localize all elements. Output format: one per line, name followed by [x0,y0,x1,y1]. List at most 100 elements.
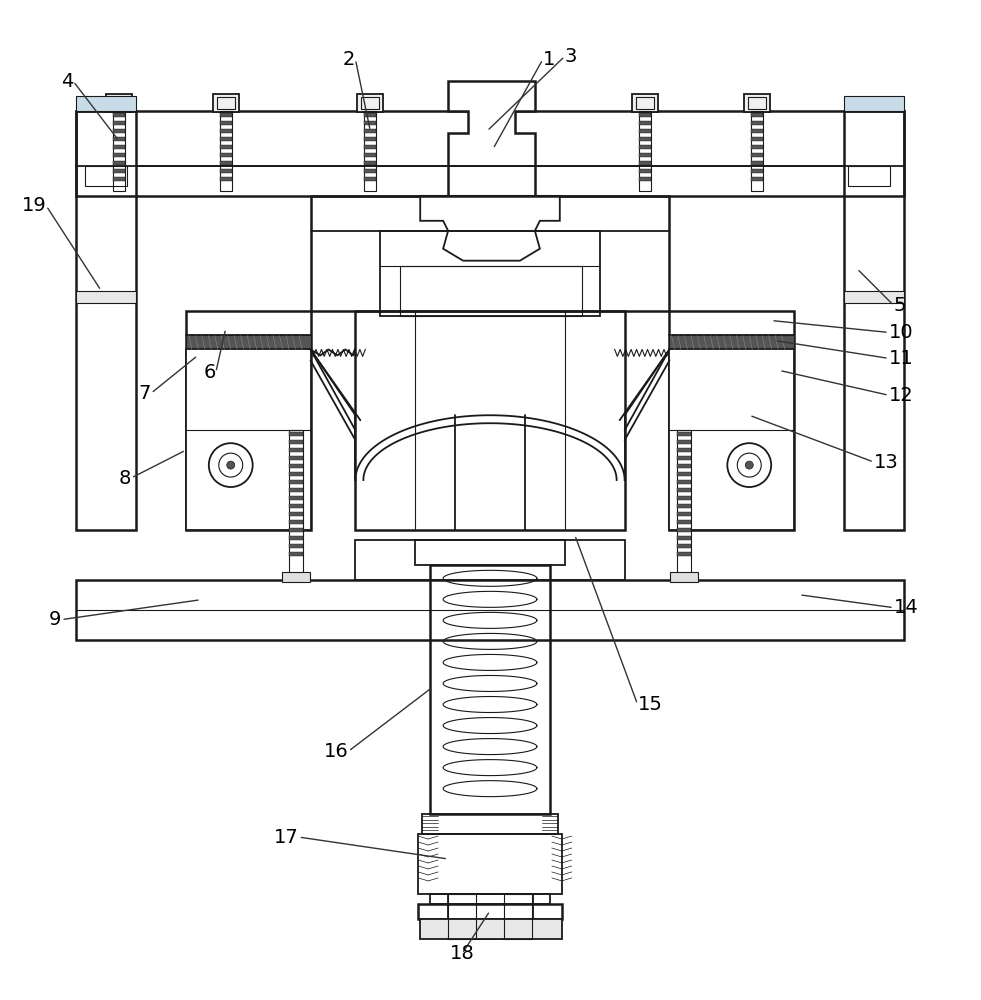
Bar [185,311,311,530]
Bar [639,121,650,125]
Bar [113,137,125,141]
Bar [357,94,384,112]
Bar [288,440,302,444]
Polygon shape [448,81,535,196]
Bar [77,111,136,530]
Bar [639,177,650,181]
Text: 8: 8 [119,469,131,488]
Bar [678,480,692,484]
Bar [670,572,698,582]
Bar [678,440,692,444]
Bar [110,97,129,109]
Bar [288,456,302,460]
Text: 12: 12 [889,386,913,405]
Bar [85,166,127,186]
Circle shape [227,461,234,469]
Bar [749,97,766,109]
Bar [636,97,653,109]
Bar [639,137,650,141]
Bar [364,161,377,165]
Bar [678,432,692,436]
Bar [678,448,692,452]
Text: 13: 13 [874,453,899,472]
Bar [288,488,302,492]
Bar [639,169,650,173]
Polygon shape [669,349,795,530]
Bar [113,153,125,157]
Bar [288,448,302,452]
Bar [481,137,493,141]
Bar [217,97,234,109]
Bar [678,464,692,468]
Bar [678,496,692,500]
Bar [113,111,125,191]
Text: 11: 11 [889,349,913,368]
Bar [113,161,125,165]
Bar [288,536,302,540]
Bar [422,814,558,834]
Bar [639,113,650,117]
Bar [77,96,136,111]
Bar [220,129,232,133]
Bar [77,111,904,196]
Bar [678,520,692,524]
Bar [632,94,657,112]
Bar [678,456,692,460]
Bar [751,111,763,191]
Text: 10: 10 [889,323,913,342]
Bar [220,153,232,157]
Bar [751,169,763,173]
Bar [481,169,493,173]
Bar [678,472,692,476]
Bar [504,894,532,939]
Bar [478,97,496,109]
Text: 2: 2 [343,50,355,69]
Bar [751,177,763,181]
Bar [844,111,904,530]
Bar [481,113,493,117]
Bar [364,121,377,125]
Text: 16: 16 [324,742,348,761]
Text: 1: 1 [542,50,555,69]
Bar [113,145,125,149]
Bar [481,177,493,181]
Bar [364,113,377,117]
Bar [288,472,302,476]
Bar [113,121,125,125]
Bar [751,137,763,141]
Bar [288,520,302,524]
Bar [481,153,493,157]
Bar [220,161,232,165]
Bar [678,536,692,540]
Bar [288,504,302,508]
Text: 19: 19 [22,196,46,215]
Bar [355,311,625,530]
Bar [848,166,890,186]
Bar [669,311,795,530]
Bar [481,145,493,149]
Bar [113,129,125,133]
Text: 15: 15 [638,695,662,714]
Bar [669,335,795,349]
Bar [431,565,549,814]
Bar [751,161,763,165]
Bar [415,540,565,565]
Bar [751,113,763,117]
Bar [288,528,302,532]
Bar [639,161,650,165]
Bar [418,834,562,894]
Bar [220,137,232,141]
Bar [751,145,763,149]
Bar [844,291,904,303]
Bar [474,94,500,112]
Text: 17: 17 [274,828,298,847]
Bar [364,169,377,173]
Text: 18: 18 [449,944,475,963]
Bar [220,169,232,173]
Bar [77,580,904,640]
Circle shape [746,461,753,469]
Bar [282,572,310,582]
Bar [481,161,493,165]
Bar [220,177,232,181]
Bar [448,894,533,939]
